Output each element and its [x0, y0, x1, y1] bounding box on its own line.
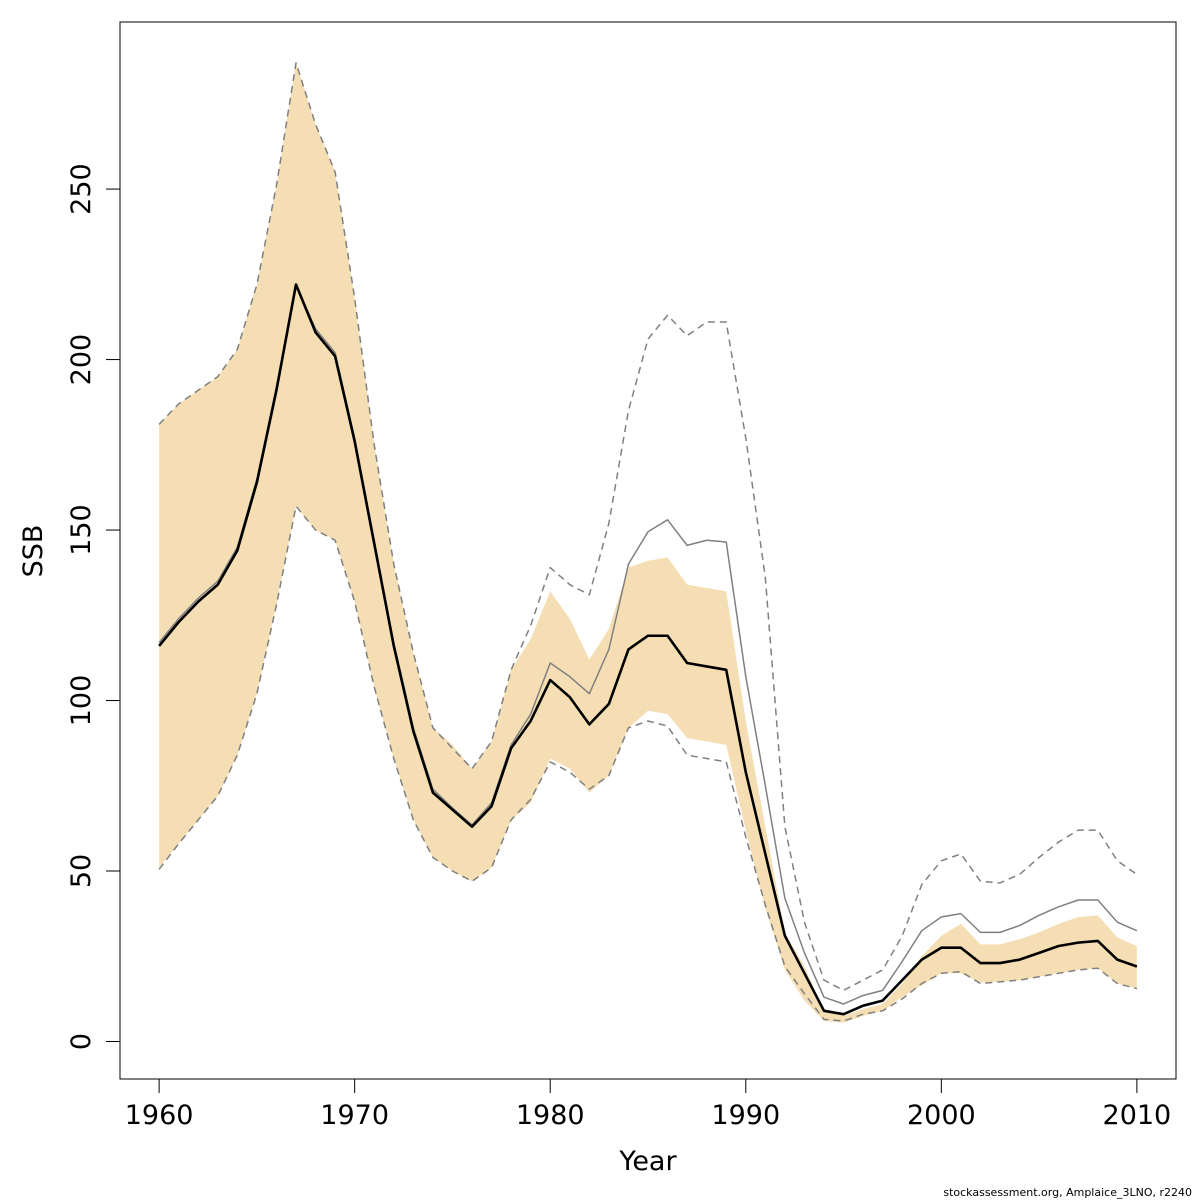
y-axis: 0 50 100 150 200 250 — [66, 163, 121, 1050]
y-tick-label: 100 — [66, 675, 97, 727]
x-tick-label: 1970 — [320, 1100, 389, 1131]
confidence-band-layer — [159, 62, 1137, 1023]
y-tick-label: 250 — [66, 163, 97, 215]
x-axis: 1960 1970 1980 1990 2000 2010 — [125, 1078, 1172, 1131]
x-tick-label: 1990 — [711, 1100, 780, 1131]
lower-bound-dashed-line — [158, 505, 1138, 1022]
y-tick-label: 200 — [66, 334, 97, 386]
x-axis-label: Year — [618, 1146, 677, 1177]
series-lines-layer — [158, 62, 1138, 1022]
upper-bound-dashed-line — [158, 62, 1138, 992]
y-tick-label: 150 — [66, 504, 97, 556]
x-tick-label: 2010 — [1103, 1100, 1172, 1131]
y-tick-label: 50 — [66, 854, 97, 888]
ssb-alt-estimate-line — [158, 283, 1138, 1005]
source-footer: stockassessment.org, Amplaice_3LNO, r224… — [943, 1186, 1192, 1199]
x-tick-label: 1980 — [516, 1100, 585, 1131]
confidence-band — [159, 62, 1137, 1023]
y-axis-label: SSB — [18, 525, 49, 578]
x-tick-label: 2000 — [907, 1100, 976, 1131]
ssb-estimate-line — [158, 283, 1138, 1016]
x-tick-label: 1960 — [125, 1100, 194, 1131]
y-tick-label: 0 — [66, 1033, 97, 1050]
